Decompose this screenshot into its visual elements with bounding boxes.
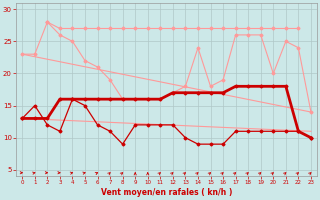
X-axis label: Vent moyen/en rafales ( kn/h ): Vent moyen/en rafales ( kn/h ) [101,188,232,197]
